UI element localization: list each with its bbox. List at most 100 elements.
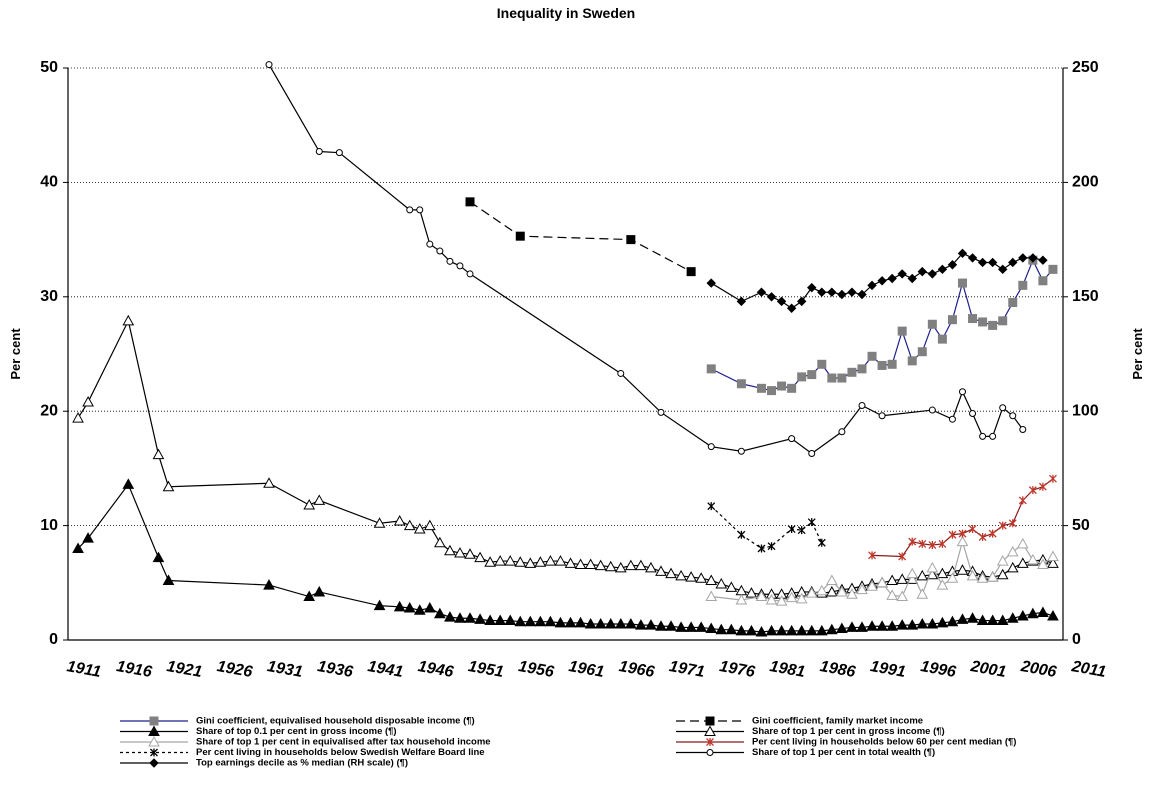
- marker: [907, 356, 917, 366]
- marker: [1016, 537, 1029, 549]
- marker: [757, 544, 766, 553]
- marker: [928, 406, 936, 414]
- marker: [685, 621, 697, 632]
- marker: [936, 567, 949, 579]
- marker: [1038, 482, 1047, 491]
- marker: [675, 569, 687, 581]
- marker: [876, 620, 888, 631]
- marker: [906, 619, 919, 630]
- marker: [999, 404, 1007, 412]
- x-tick-label: 1936: [316, 658, 354, 681]
- marker: [604, 560, 617, 572]
- marker: [785, 591, 798, 603]
- x-tick-label: 1956: [517, 658, 555, 681]
- marker: [815, 624, 828, 636]
- marker: [464, 548, 476, 559]
- marker: [795, 624, 808, 636]
- marker: [403, 519, 416, 531]
- marker: [807, 282, 817, 293]
- marker: [413, 604, 426, 615]
- plot-area: [72, 61, 1059, 637]
- legend-label: Gini coefficient, equivalised household …: [196, 716, 475, 727]
- marker: [896, 619, 909, 630]
- marker: [908, 537, 917, 546]
- marker: [1037, 606, 1049, 618]
- marker: [456, 262, 464, 270]
- marker: [968, 314, 978, 324]
- series-line: [469, 201, 692, 273]
- marker: [958, 529, 967, 538]
- chart-title: Inequality in Sweden: [497, 5, 635, 21]
- marker: [787, 525, 796, 534]
- marker: [1018, 496, 1027, 505]
- marker: [148, 725, 160, 736]
- legend-item: Gini coefficient, family market income: [676, 716, 923, 727]
- series-line: [77, 483, 1054, 633]
- marker: [979, 432, 987, 440]
- marker: [484, 614, 496, 626]
- y2-tick-label: 50: [1072, 517, 1090, 534]
- x-tick-label: 1986: [819, 658, 857, 681]
- marker: [805, 587, 818, 598]
- marker: [938, 539, 947, 548]
- marker: [858, 401, 866, 409]
- marker: [969, 409, 977, 417]
- marker: [966, 612, 979, 623]
- marker: [866, 580, 878, 591]
- marker: [767, 542, 776, 551]
- marker: [614, 561, 627, 573]
- marker: [494, 614, 507, 626]
- marker: [785, 624, 798, 636]
- marker: [446, 257, 454, 265]
- marker: [149, 716, 159, 726]
- marker: [82, 396, 94, 407]
- x-tick-label: 2001: [968, 658, 1007, 681]
- x-tick-label: 1951: [467, 658, 505, 681]
- marker: [837, 373, 847, 383]
- marker: [464, 612, 476, 623]
- marker: [887, 359, 897, 369]
- marker: [685, 571, 697, 582]
- marker: [837, 289, 847, 300]
- marker: [916, 617, 929, 629]
- marker: [876, 576, 888, 588]
- marker: [82, 532, 94, 543]
- marker: [807, 370, 817, 380]
- marker: [373, 599, 386, 611]
- marker: [715, 577, 728, 589]
- marker: [655, 620, 667, 631]
- marker: [926, 561, 939, 573]
- marker: [766, 292, 777, 302]
- marker: [423, 519, 436, 531]
- marker: [707, 443, 715, 451]
- marker: [1047, 557, 1059, 568]
- marker: [947, 260, 958, 270]
- marker: [1028, 253, 1038, 263]
- y2-axis-label: Per cent: [1130, 328, 1145, 380]
- marker: [745, 624, 758, 636]
- marker: [413, 523, 426, 534]
- marker: [978, 533, 987, 542]
- marker: [989, 432, 997, 440]
- series-line: [268, 64, 1024, 455]
- marker: [406, 206, 414, 214]
- marker: [313, 585, 326, 597]
- legend-label: Gini coefficient, family market income: [752, 716, 923, 727]
- marker: [735, 584, 748, 596]
- marker: [878, 412, 886, 420]
- marker: [797, 526, 806, 535]
- legend-label: Per cent living in households below Swed…: [196, 747, 485, 758]
- marker: [736, 379, 746, 389]
- marker: [544, 615, 557, 627]
- marker: [695, 621, 708, 632]
- marker: [795, 592, 808, 604]
- marker: [706, 278, 716, 288]
- marker: [976, 614, 989, 626]
- marker: [857, 364, 867, 374]
- y2-tick-label: 150: [1072, 288, 1099, 305]
- marker: [149, 758, 159, 768]
- marker: [1047, 609, 1059, 621]
- y2-tick-label: 100: [1072, 402, 1099, 419]
- marker: [765, 624, 778, 636]
- marker: [1027, 607, 1039, 619]
